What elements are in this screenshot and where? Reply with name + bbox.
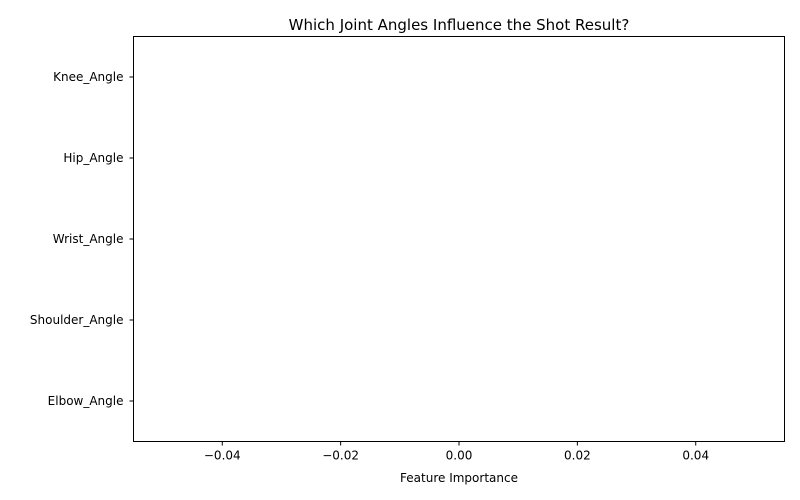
x-ticks: −0.04 −0.02 0.00 0.02 0.04 xyxy=(204,441,709,463)
y-tick-label: Wrist_Angle xyxy=(53,232,124,246)
y-tick-label: Shoulder_Angle xyxy=(30,313,124,327)
x-axis-label: Feature Importance xyxy=(400,471,518,485)
x-tick-label: 0.02 xyxy=(564,449,591,463)
x-tick-label: 0.04 xyxy=(682,449,709,463)
y-tick-label: Knee_Angle xyxy=(53,70,123,84)
y-tick-label: Hip_Angle xyxy=(63,151,123,165)
y-ticks: Elbow_Angle Shoulder_Angle Wrist_Angle Hip_… xyxy=(30,70,134,408)
y-tick-label: Elbow_Angle xyxy=(48,394,124,408)
plot-area xyxy=(133,36,785,442)
x-tick-label: 0.00 xyxy=(446,449,473,463)
x-tick-label: −0.02 xyxy=(322,449,359,463)
chart-title: Which Joint Angles Influence the Shot Re… xyxy=(289,16,630,34)
x-tick-label: −0.04 xyxy=(204,449,241,463)
